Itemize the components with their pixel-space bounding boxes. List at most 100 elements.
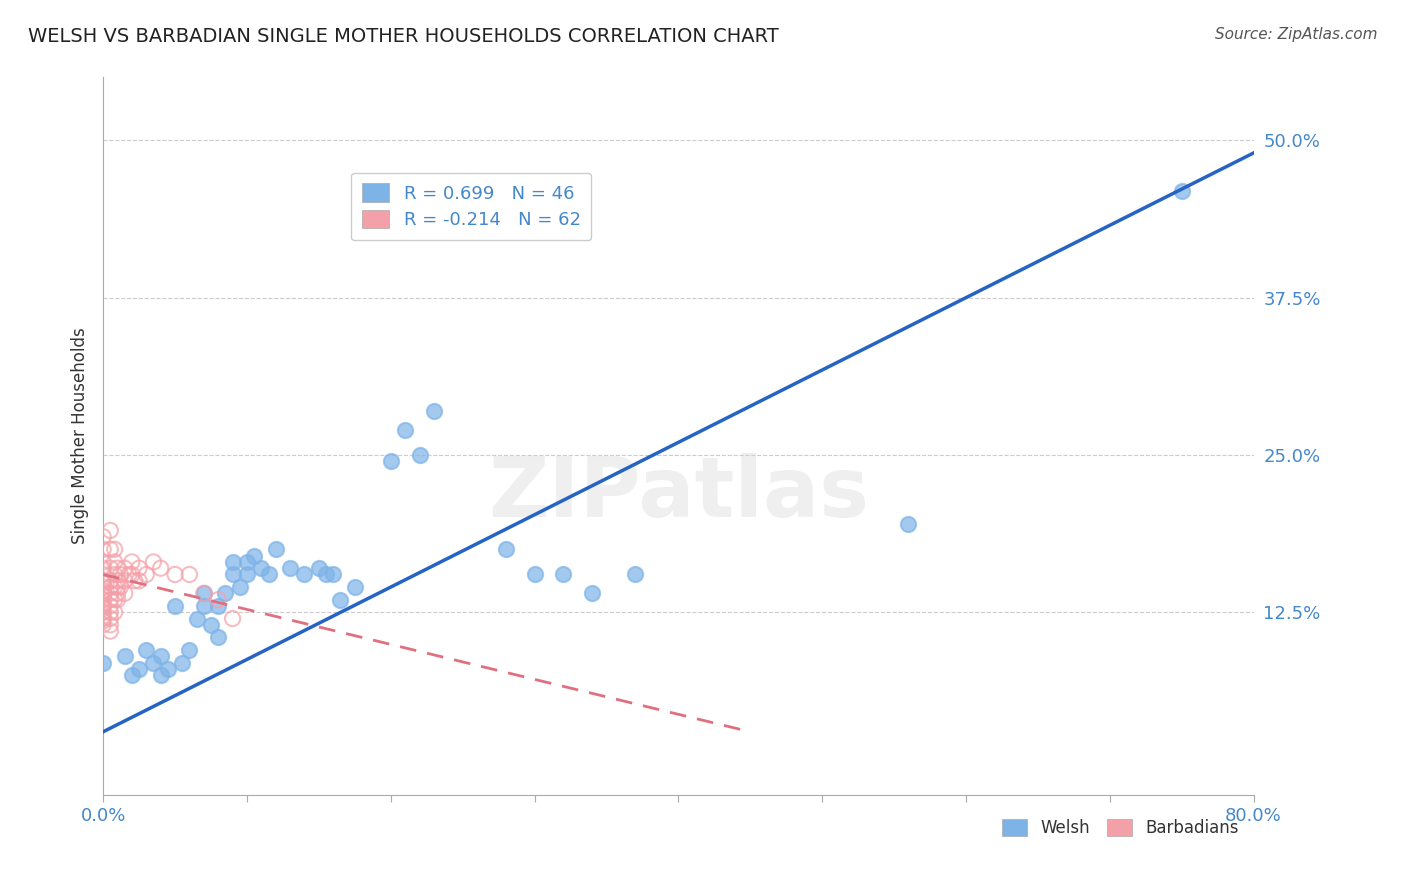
Point bbox=[229, 580, 252, 594]
Point bbox=[121, 668, 143, 682]
Point bbox=[163, 567, 186, 582]
Point bbox=[104, 555, 127, 569]
Point bbox=[91, 611, 114, 625]
Point bbox=[91, 592, 114, 607]
Point bbox=[581, 586, 603, 600]
Point bbox=[1170, 184, 1192, 198]
Point bbox=[114, 649, 136, 664]
Point bbox=[149, 649, 172, 664]
Point bbox=[98, 611, 121, 625]
Point bbox=[322, 567, 344, 582]
Y-axis label: Single Mother Households: Single Mother Households bbox=[72, 327, 89, 544]
Point bbox=[98, 542, 121, 557]
Point bbox=[624, 567, 647, 582]
Point bbox=[394, 423, 416, 437]
Point bbox=[897, 517, 920, 532]
Point bbox=[380, 454, 402, 468]
Point bbox=[207, 599, 229, 613]
Point bbox=[104, 567, 127, 582]
Point bbox=[315, 567, 337, 582]
Point bbox=[91, 596, 114, 610]
Point bbox=[114, 574, 136, 588]
Legend: Welsh, Barbadians: Welsh, Barbadians bbox=[995, 813, 1246, 844]
Point bbox=[91, 567, 114, 582]
Point bbox=[91, 574, 114, 588]
Point bbox=[98, 574, 121, 588]
Point bbox=[91, 599, 114, 613]
Point bbox=[107, 561, 129, 575]
Point bbox=[553, 567, 575, 582]
Point bbox=[107, 574, 129, 588]
Point bbox=[257, 567, 280, 582]
Point bbox=[193, 599, 215, 613]
Point bbox=[135, 643, 157, 657]
Point bbox=[91, 576, 114, 591]
Point bbox=[91, 530, 114, 544]
Point bbox=[118, 567, 141, 582]
Point bbox=[98, 624, 121, 639]
Point bbox=[214, 586, 236, 600]
Point bbox=[91, 561, 114, 575]
Point bbox=[142, 555, 165, 569]
Point bbox=[221, 611, 243, 625]
Point bbox=[128, 574, 150, 588]
Point bbox=[98, 561, 121, 575]
Point bbox=[104, 542, 127, 557]
Point bbox=[308, 561, 330, 575]
Point bbox=[104, 605, 127, 619]
Point bbox=[91, 555, 114, 569]
Point bbox=[294, 567, 316, 582]
Point bbox=[149, 561, 172, 575]
Point bbox=[98, 605, 121, 619]
Point bbox=[91, 583, 114, 598]
Point bbox=[91, 617, 114, 632]
Point bbox=[172, 656, 194, 670]
Point bbox=[91, 605, 114, 619]
Point bbox=[236, 567, 259, 582]
Point bbox=[523, 567, 546, 582]
Point bbox=[91, 609, 114, 624]
Point bbox=[179, 643, 201, 657]
Point bbox=[149, 668, 172, 682]
Point bbox=[179, 567, 201, 582]
Point bbox=[207, 631, 229, 645]
Point bbox=[104, 592, 127, 607]
Point bbox=[278, 561, 301, 575]
Point bbox=[91, 601, 114, 615]
Point bbox=[91, 542, 114, 557]
Point bbox=[91, 614, 114, 628]
Point bbox=[114, 586, 136, 600]
Point bbox=[107, 586, 129, 600]
Point bbox=[124, 574, 146, 588]
Point bbox=[156, 662, 179, 676]
Point bbox=[193, 586, 215, 600]
Point bbox=[163, 599, 186, 613]
Point bbox=[329, 592, 352, 607]
Point bbox=[236, 555, 259, 569]
Point bbox=[98, 592, 121, 607]
Point bbox=[221, 555, 243, 569]
Point bbox=[221, 567, 243, 582]
Point bbox=[91, 656, 114, 670]
Point bbox=[121, 555, 143, 569]
Point bbox=[193, 586, 215, 600]
Point bbox=[107, 592, 129, 607]
Point bbox=[121, 567, 143, 582]
Point bbox=[343, 580, 366, 594]
Point bbox=[98, 586, 121, 600]
Point bbox=[107, 580, 129, 594]
Point bbox=[91, 589, 114, 603]
Point bbox=[243, 549, 266, 563]
Point bbox=[408, 448, 430, 462]
Point bbox=[98, 599, 121, 613]
Text: ZIPatlas: ZIPatlas bbox=[488, 453, 869, 534]
Point bbox=[104, 580, 127, 594]
Point bbox=[110, 567, 132, 582]
Point bbox=[200, 617, 222, 632]
Text: Source: ZipAtlas.com: Source: ZipAtlas.com bbox=[1215, 27, 1378, 42]
Point bbox=[423, 404, 446, 418]
Point bbox=[495, 542, 517, 557]
Point bbox=[135, 567, 157, 582]
Point bbox=[91, 586, 114, 600]
Point bbox=[142, 656, 165, 670]
